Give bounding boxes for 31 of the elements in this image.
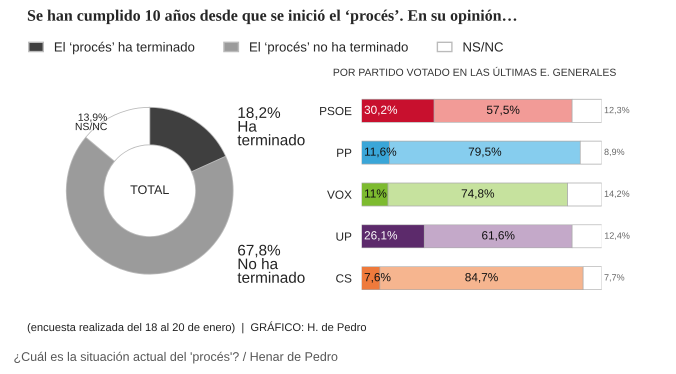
data-label: 57,5%: [486, 106, 520, 116]
data-label: 13,9% NS/NC: [76, 113, 107, 130]
data-label: 61,6%: [482, 231, 515, 241]
text: (encuesta realizada del 18 al 20 de enero) | GRÁFICO: H. de Pedro: [28, 321, 366, 334]
legend-label: El ‘procés’ no ha terminado: [250, 42, 408, 54]
data-label: 18,2% Ha terminado: [238, 107, 305, 146]
y-tick-label: UP: [336, 232, 352, 241]
data-label: 12,4%: [604, 232, 630, 240]
data-label: 11,6%: [364, 147, 396, 158]
text: TOTAL: [130, 185, 169, 194]
data-label: 12,3%: [604, 106, 630, 114]
data-label: 7,6%: [364, 272, 391, 283]
data-label: 30,2%: [364, 106, 398, 116]
data-label: 74,8%: [462, 189, 494, 200]
data-label: 8,9%: [604, 148, 624, 156]
y-tick-label: PSOE: [320, 106, 352, 116]
legend-label: El ‘procés’ ha terminado: [54, 42, 194, 54]
chart-title: Se han cumplido 10 años desde que se inició el ‘procés’. En su opinión…: [28, 10, 516, 24]
y-tick-label: CS: [336, 274, 352, 283]
data-label: 14,2%: [604, 190, 630, 198]
data-label: 79,5%: [468, 147, 502, 158]
legend-label: NS/NC: [464, 42, 504, 52]
data-label: 26,1%: [364, 231, 398, 241]
text: ¿Cuál es la situación actual del 'procés'? / Henar de Pedro: [14, 352, 338, 364]
data-label: 67,8% No ha terminado: [238, 244, 305, 283]
y-tick-label: VOX: [327, 190, 352, 199]
data-label: 7,7%: [604, 274, 624, 282]
data-label: 84,7%: [465, 272, 498, 283]
chart-title: POR PARTIDO VOTADO EN LAS ÚLTIMAS E. GENERALES: [334, 66, 616, 76]
y-tick-label: PP: [337, 148, 352, 157]
data-label: 11%: [364, 189, 386, 198]
